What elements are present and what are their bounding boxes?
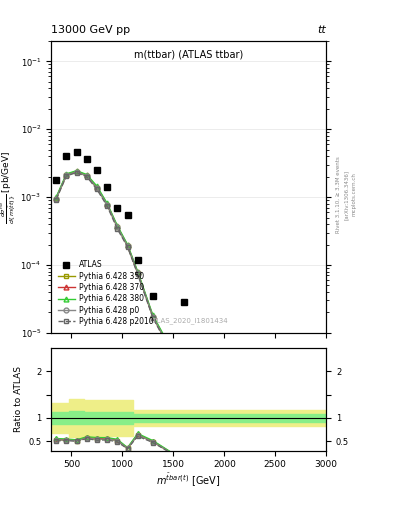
Pythia 6.428 380 bbox=[151, 312, 155, 318]
ATLAS bbox=[54, 177, 59, 183]
Pythia 6.428 370 bbox=[54, 195, 59, 201]
Pythia 6.428 370 bbox=[105, 201, 110, 207]
ATLAS bbox=[105, 184, 110, 190]
Line: Pythia 6.428 370: Pythia 6.428 370 bbox=[54, 169, 278, 512]
ATLAS bbox=[151, 293, 155, 299]
Pythia 6.428 350 bbox=[135, 270, 140, 276]
Pythia 6.428 p2010 bbox=[135, 271, 140, 278]
Pythia 6.428 370 bbox=[115, 223, 120, 229]
Pythia 6.428 350 bbox=[151, 314, 155, 320]
Pythia 6.428 p0 bbox=[151, 314, 155, 320]
Text: 13000 GeV pp: 13000 GeV pp bbox=[51, 25, 130, 35]
X-axis label: $m^{\bar{t}bar(t)}$ [GeV]: $m^{\bar{t}bar(t)}$ [GeV] bbox=[156, 472, 221, 489]
Pythia 6.428 p2010 bbox=[105, 203, 110, 209]
Line: Pythia 6.428 380: Pythia 6.428 380 bbox=[54, 168, 278, 512]
Pythia 6.428 350 bbox=[84, 173, 89, 179]
Pythia 6.428 370 bbox=[125, 242, 130, 248]
ATLAS bbox=[273, 438, 277, 444]
Pythia 6.428 350 bbox=[181, 371, 186, 377]
Pythia 6.428 380 bbox=[54, 194, 59, 200]
Y-axis label: Ratio to ATLAS: Ratio to ATLAS bbox=[14, 367, 23, 432]
Text: Rivet 3.1.10, ≥ 3.3M events: Rivet 3.1.10, ≥ 3.3M events bbox=[336, 156, 341, 233]
Pythia 6.428 380 bbox=[135, 268, 140, 274]
Line: Pythia 6.428 p2010: Pythia 6.428 p2010 bbox=[54, 170, 278, 512]
ATLAS bbox=[115, 204, 120, 210]
ATLAS bbox=[181, 300, 186, 306]
Pythia 6.428 p2010 bbox=[95, 186, 99, 193]
Pythia 6.428 370 bbox=[74, 168, 79, 175]
Pythia 6.428 p0 bbox=[64, 172, 69, 178]
Pythia 6.428 p2010 bbox=[74, 169, 79, 176]
Pythia 6.428 380 bbox=[181, 368, 186, 374]
Pythia 6.428 380 bbox=[105, 200, 110, 206]
Text: [arXiv:1306.3436]: [arXiv:1306.3436] bbox=[344, 169, 349, 220]
Line: Pythia 6.428 350: Pythia 6.428 350 bbox=[54, 169, 278, 512]
Pythia 6.428 380 bbox=[125, 242, 130, 248]
Text: tt: tt bbox=[318, 25, 326, 35]
Pythia 6.428 350 bbox=[54, 196, 59, 202]
Pythia 6.428 380 bbox=[84, 172, 89, 178]
Pythia 6.428 350 bbox=[115, 224, 120, 230]
Pythia 6.428 370 bbox=[181, 370, 186, 376]
ATLAS bbox=[125, 211, 130, 218]
Line: Pythia 6.428 p0: Pythia 6.428 p0 bbox=[54, 169, 278, 512]
Pythia 6.428 380 bbox=[64, 171, 69, 177]
Pythia 6.428 p0 bbox=[181, 371, 186, 377]
Pythia 6.428 p0 bbox=[125, 243, 130, 249]
Text: m(ttbar) (ATLAS ttbar): m(ttbar) (ATLAS ttbar) bbox=[134, 50, 243, 60]
Pythia 6.428 p2010 bbox=[151, 315, 155, 321]
Pythia 6.428 380 bbox=[95, 183, 99, 189]
Pythia 6.428 p2010 bbox=[64, 173, 69, 179]
Pythia 6.428 370 bbox=[151, 313, 155, 319]
ATLAS bbox=[64, 153, 69, 159]
ATLAS bbox=[95, 167, 99, 173]
Pythia 6.428 350 bbox=[125, 243, 130, 249]
Pythia 6.428 380 bbox=[115, 223, 120, 229]
Pythia 6.428 350 bbox=[64, 172, 69, 178]
Text: mcplots.cern.ch: mcplots.cern.ch bbox=[352, 173, 357, 217]
Pythia 6.428 p0 bbox=[135, 270, 140, 276]
Pythia 6.428 p2010 bbox=[125, 244, 130, 250]
Pythia 6.428 p0 bbox=[105, 202, 110, 208]
Pythia 6.428 p0 bbox=[74, 169, 79, 175]
Pythia 6.428 p2010 bbox=[115, 226, 120, 232]
Pythia 6.428 370 bbox=[135, 269, 140, 275]
ATLAS bbox=[74, 149, 79, 155]
Pythia 6.428 p2010 bbox=[84, 174, 89, 180]
Pythia 6.428 370 bbox=[95, 184, 99, 190]
Pythia 6.428 p2010 bbox=[181, 372, 186, 378]
Pythia 6.428 p2010 bbox=[54, 197, 59, 203]
Pythia 6.428 p0 bbox=[84, 173, 89, 179]
Pythia 6.428 350 bbox=[74, 169, 79, 175]
Legend: ATLAS, Pythia 6.428 350, Pythia 6.428 370, Pythia 6.428 380, Pythia 6.428 p0, Py: ATLAS, Pythia 6.428 350, Pythia 6.428 37… bbox=[55, 258, 156, 329]
Pythia 6.428 p0 bbox=[95, 185, 99, 191]
Pythia 6.428 370 bbox=[84, 172, 89, 178]
Y-axis label: $\frac{d\sigma^{nd}}{d\left\{m(\bar{t}t)\right\}}$ [pb/GeV]: $\frac{d\sigma^{nd}}{d\left\{m(\bar{t}t)… bbox=[0, 150, 18, 224]
Pythia 6.428 p0 bbox=[115, 224, 120, 230]
Pythia 6.428 370 bbox=[64, 172, 69, 178]
Line: ATLAS: ATLAS bbox=[53, 149, 278, 444]
Pythia 6.428 350 bbox=[95, 185, 99, 191]
Pythia 6.428 380 bbox=[74, 167, 79, 174]
Text: ATLAS_2020_I1801434: ATLAS_2020_I1801434 bbox=[149, 317, 228, 324]
ATLAS bbox=[135, 257, 140, 263]
Pythia 6.428 p0 bbox=[54, 196, 59, 202]
Pythia 6.428 350 bbox=[105, 202, 110, 208]
ATLAS bbox=[84, 156, 89, 162]
